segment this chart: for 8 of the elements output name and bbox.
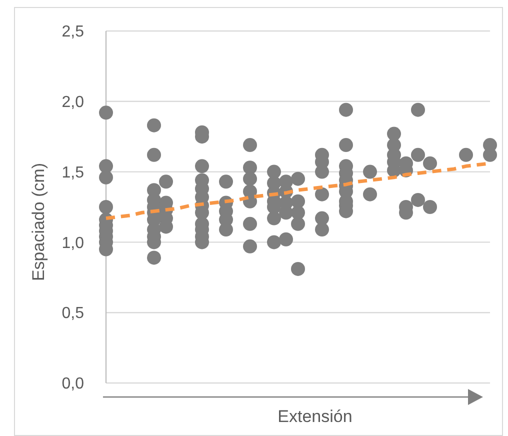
y-tick-label: 1,0 bbox=[62, 234, 84, 252]
y-tick-label: 1,5 bbox=[62, 164, 84, 182]
x-axis-title: Extensión bbox=[278, 407, 352, 426]
y-axis-title: Espaciado (cm) bbox=[29, 162, 48, 282]
y-tick-label: 0,5 bbox=[62, 305, 84, 322]
y-tick-label: 2,5 bbox=[62, 24, 84, 41]
y-tick-label: 0,0 bbox=[62, 376, 84, 393]
y-tick-label: 2,0 bbox=[62, 94, 84, 111]
